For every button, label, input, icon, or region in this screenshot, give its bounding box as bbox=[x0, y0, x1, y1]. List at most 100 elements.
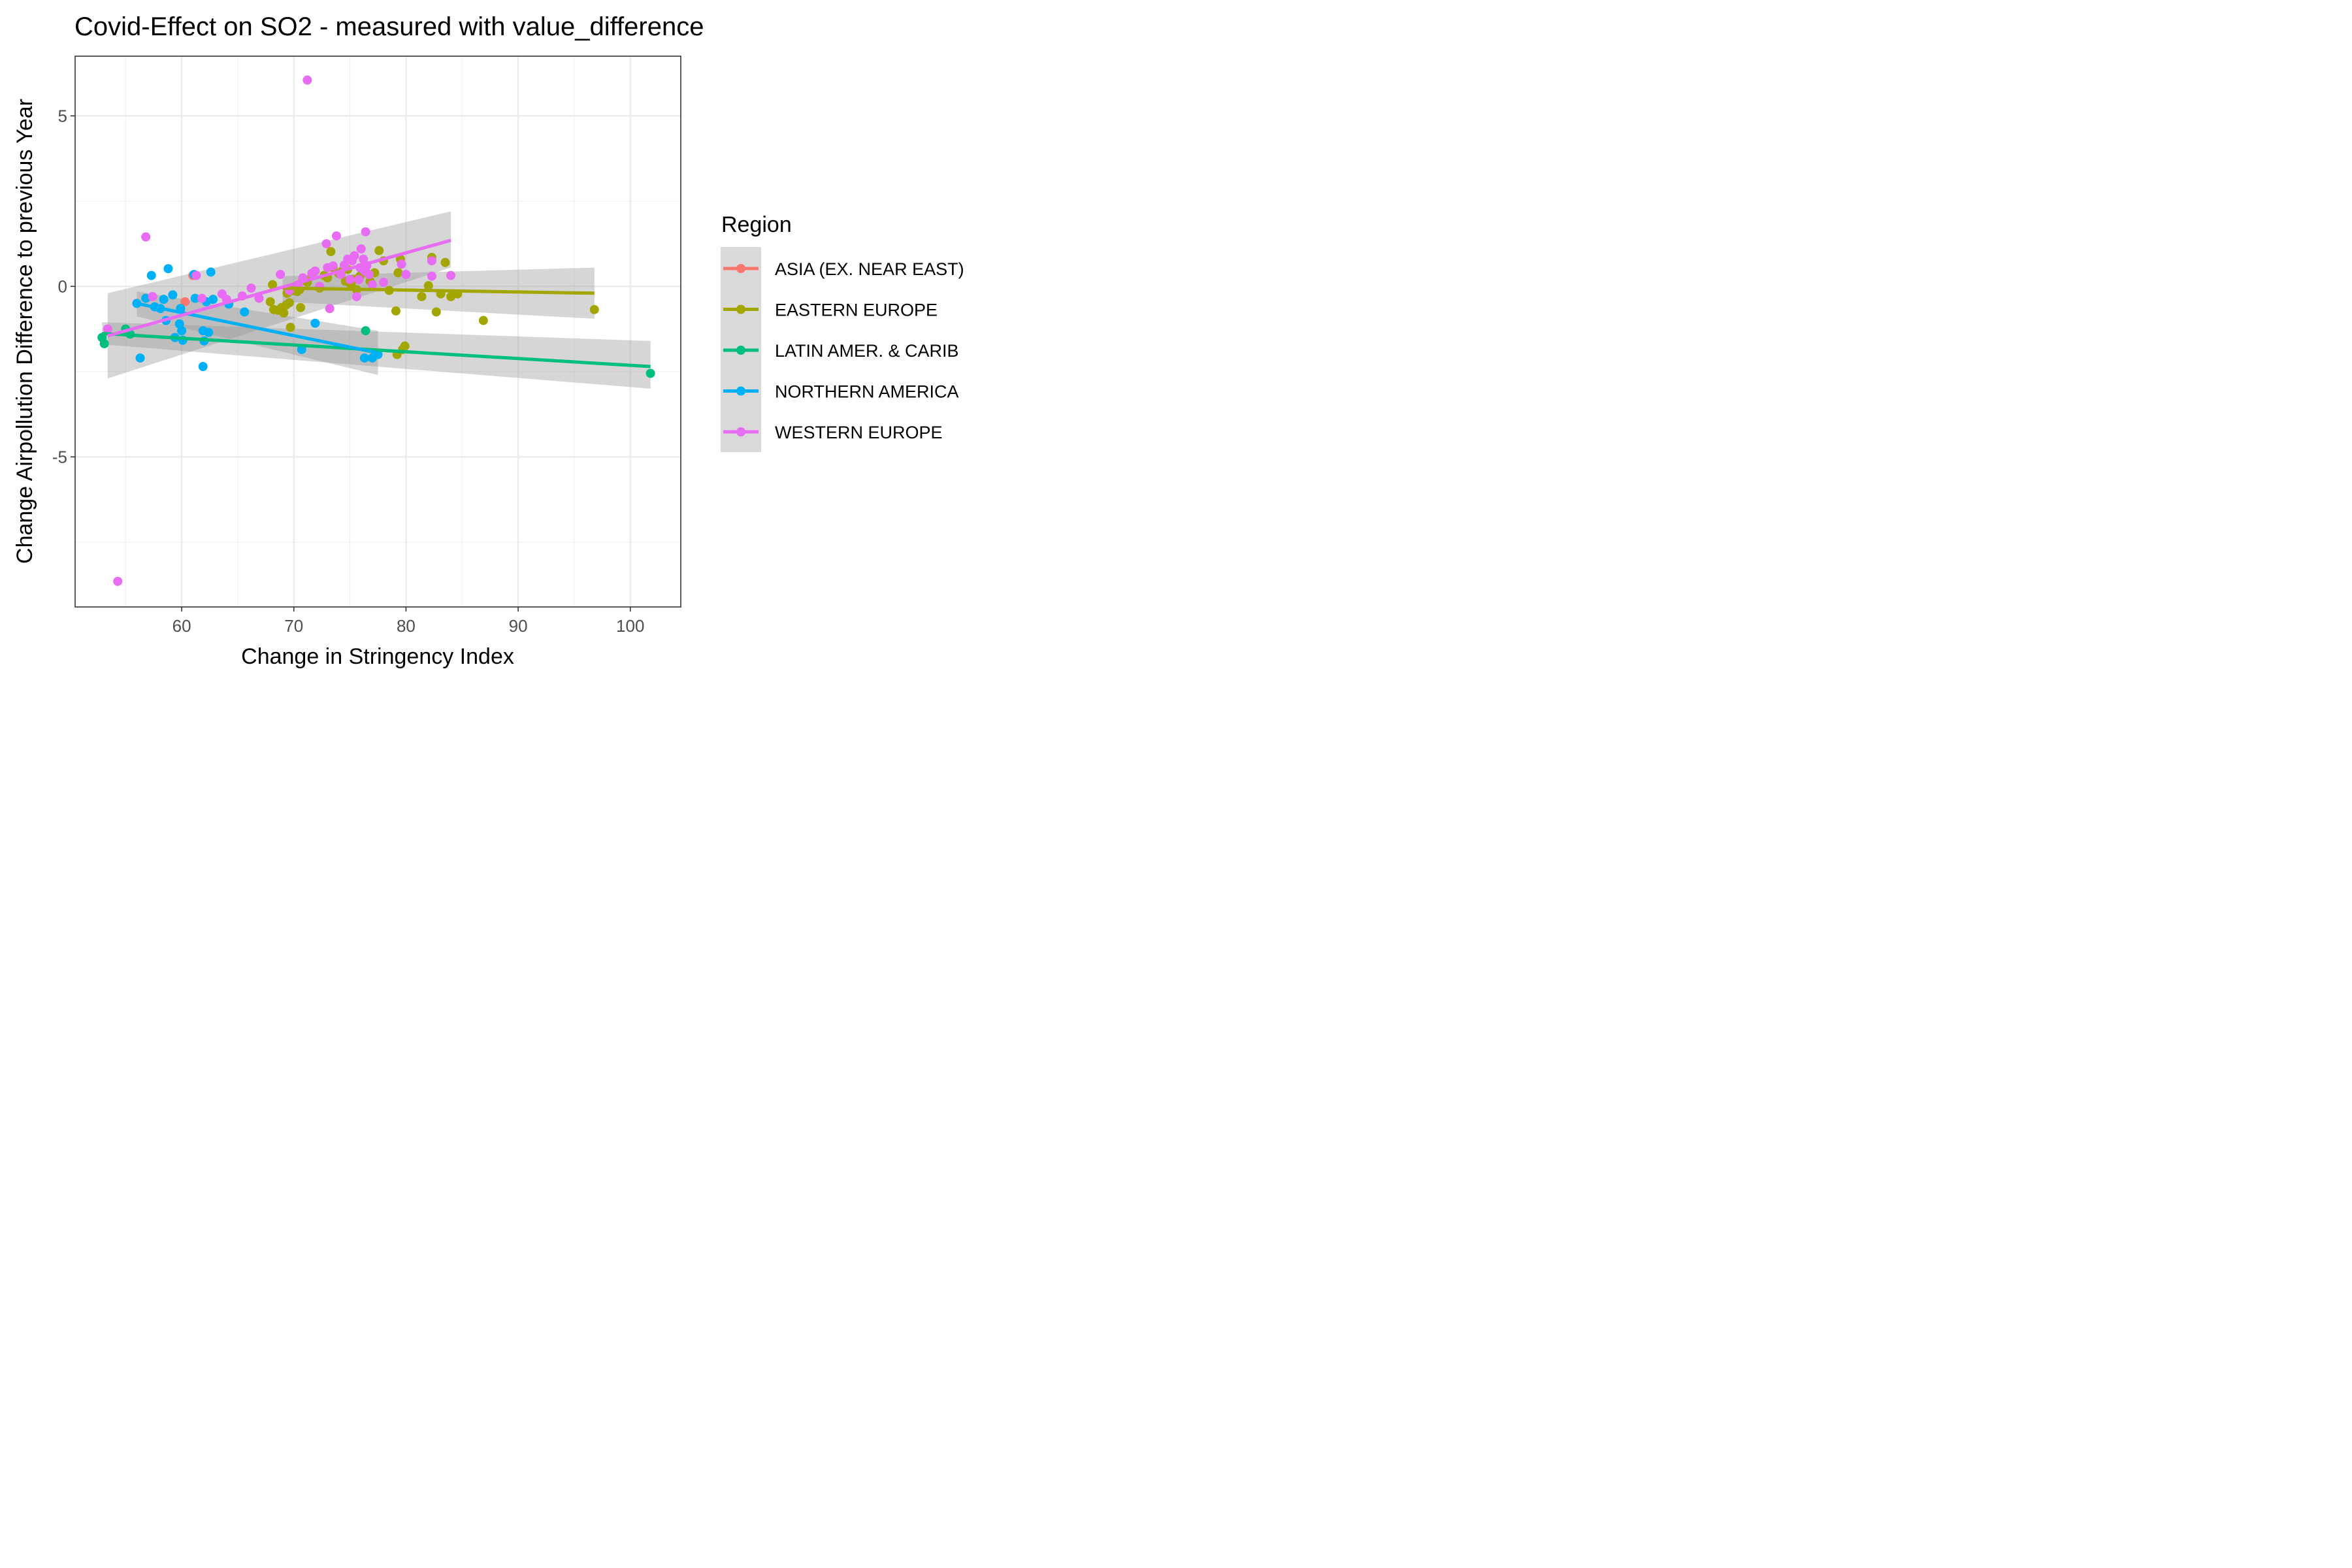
legend-item: NORTHERN AMERICA bbox=[723, 382, 959, 402]
data-point bbox=[206, 267, 216, 277]
legend-key-point bbox=[736, 346, 745, 355]
data-point bbox=[276, 270, 286, 280]
x-tick-label: 90 bbox=[509, 616, 528, 636]
data-point bbox=[326, 247, 336, 257]
data-point bbox=[361, 326, 370, 336]
data-point bbox=[325, 304, 335, 314]
data-point bbox=[99, 339, 109, 349]
data-point bbox=[163, 264, 173, 274]
data-point bbox=[148, 291, 157, 301]
data-point bbox=[208, 295, 218, 304]
data-point bbox=[354, 274, 364, 284]
data-point bbox=[286, 322, 295, 332]
y-axis: -5 0 5 bbox=[52, 106, 75, 466]
data-point bbox=[180, 297, 190, 306]
data-point bbox=[198, 362, 208, 372]
data-point bbox=[268, 280, 278, 289]
data-point bbox=[302, 75, 312, 85]
legend-item: LATIN AMER. & CARIB bbox=[723, 341, 959, 361]
data-point bbox=[379, 278, 389, 287]
data-point bbox=[159, 295, 169, 304]
legend-item: EASTERN EUROPE bbox=[723, 301, 938, 320]
data-point bbox=[356, 244, 366, 253]
trend-line bbox=[102, 331, 651, 368]
data-point bbox=[645, 368, 655, 378]
data-point bbox=[361, 227, 370, 237]
chart: Covid-Effect on SO2 - measured with valu… bbox=[12, 12, 964, 669]
data-point bbox=[446, 270, 456, 280]
data-point bbox=[367, 280, 377, 289]
legend-title: Region bbox=[721, 212, 792, 237]
data-point bbox=[103, 324, 112, 334]
trend-line bbox=[136, 301, 379, 355]
data-point bbox=[478, 316, 488, 325]
data-point bbox=[359, 254, 368, 264]
data-point bbox=[350, 251, 359, 261]
data-point bbox=[240, 307, 250, 317]
data-point bbox=[331, 231, 341, 241]
data-point bbox=[310, 266, 320, 276]
data-point bbox=[345, 274, 355, 284]
grid-minor bbox=[75, 56, 681, 607]
legend-label: WESTERN EUROPE bbox=[775, 423, 943, 442]
data-point bbox=[321, 239, 331, 249]
legend-key-point bbox=[736, 304, 745, 314]
data-point bbox=[427, 271, 436, 281]
data-point bbox=[310, 318, 320, 328]
x-tick-label: 100 bbox=[616, 616, 644, 636]
data-point bbox=[400, 341, 410, 351]
x-tick-label: 60 bbox=[172, 616, 191, 636]
data-point bbox=[440, 257, 450, 267]
legend-key-point bbox=[736, 264, 745, 273]
data-point bbox=[265, 297, 275, 306]
data-point bbox=[423, 281, 433, 291]
x-axis-title: Change in Stringency Index bbox=[241, 644, 514, 669]
data-point bbox=[113, 576, 123, 586]
x-axis: 60 70 80 90 100 bbox=[172, 607, 644, 636]
trend-lines bbox=[102, 238, 651, 368]
confidence-ribbon bbox=[107, 211, 451, 379]
data-point bbox=[141, 232, 151, 242]
data-point bbox=[190, 293, 200, 303]
x-tick-label: 70 bbox=[284, 616, 303, 636]
data-point bbox=[351, 291, 361, 301]
legend-item: WESTERN EUROPE bbox=[723, 423, 943, 442]
data-point bbox=[204, 327, 214, 337]
data-point bbox=[191, 270, 201, 280]
legend-item: ASIA (EX. NEAR EAST) bbox=[723, 259, 964, 279]
legend-label: NORTHERN AMERICA bbox=[775, 382, 959, 402]
data-point bbox=[328, 261, 338, 271]
data-point bbox=[168, 290, 178, 300]
data-point bbox=[427, 256, 436, 266]
grid-major bbox=[75, 56, 681, 607]
data-point bbox=[431, 307, 441, 317]
data-point bbox=[374, 246, 384, 255]
data-point bbox=[296, 302, 306, 312]
y-tick-label: 0 bbox=[58, 276, 67, 296]
trend-line bbox=[107, 238, 451, 338]
data-point bbox=[279, 308, 289, 318]
legend-label: EASTERN EUROPE bbox=[775, 301, 938, 320]
data-point bbox=[135, 353, 145, 363]
legend: Region ASIA (EX. NEAR EAST) EASTERN EUROP… bbox=[721, 212, 964, 452]
data-point bbox=[417, 291, 427, 301]
data-point bbox=[197, 293, 206, 303]
y-axis-title: Change Airpollution Difference to previo… bbox=[12, 99, 37, 564]
data-point bbox=[589, 304, 599, 314]
data-point bbox=[284, 298, 294, 308]
data-point bbox=[391, 306, 400, 316]
plot-border bbox=[74, 56, 681, 608]
legend-key-point bbox=[736, 427, 745, 436]
data-point bbox=[364, 270, 374, 280]
chart-title: Covid-Effect on SO2 - measured with valu… bbox=[74, 12, 704, 41]
data-point bbox=[177, 326, 187, 336]
legend-label: LATIN AMER. & CARIB bbox=[775, 341, 959, 361]
data-point bbox=[246, 283, 256, 293]
data-point bbox=[401, 270, 411, 280]
data-point bbox=[393, 268, 403, 278]
data-point bbox=[397, 259, 406, 269]
trend-line bbox=[282, 286, 595, 295]
data-point bbox=[359, 353, 369, 363]
legend-key-point bbox=[736, 386, 745, 396]
x-tick-label: 80 bbox=[397, 616, 416, 636]
